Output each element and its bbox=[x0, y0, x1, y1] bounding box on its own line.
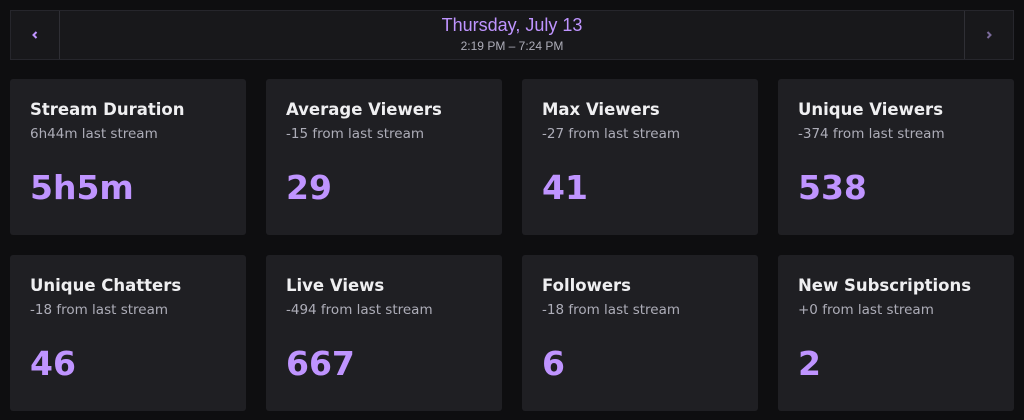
stat-subtitle: +0 from last stream bbox=[798, 302, 934, 318]
stat-subtitle: 6h44m last stream bbox=[30, 126, 158, 142]
date-bar: Thursday, July 13 2:19 PM – 7:24 PM bbox=[10, 10, 1014, 60]
stat-card: Followers -18 from last stream 6 bbox=[522, 255, 758, 411]
stat-subtitle: -18 from last stream bbox=[542, 302, 680, 318]
chevron-left bbox=[32, 31, 38, 39]
stat-title: Live Views bbox=[286, 276, 385, 295]
stat-card: Unique Chatters -18 from last stream 46 bbox=[10, 255, 246, 411]
stat-title: Unique Viewers bbox=[798, 100, 944, 119]
stat-subtitle: -27 from last stream bbox=[542, 126, 680, 142]
stat-card: Stream Duration 6h44m last stream 5h5m bbox=[10, 79, 246, 235]
stat-value: 6 bbox=[542, 344, 565, 383]
stat-title: Unique Chatters bbox=[30, 276, 182, 295]
stat-card: Live Views -494 from last stream 667 bbox=[266, 255, 502, 411]
stat-subtitle: -15 from last stream bbox=[286, 126, 424, 142]
stat-subtitle: -374 from last stream bbox=[798, 126, 945, 142]
stat-card: Unique Viewers -374 from last stream 538 bbox=[778, 79, 1014, 235]
date: Thursday, July 13 bbox=[441, 15, 583, 35]
time-range: 2:19 PM – 7:24 PM bbox=[460, 39, 564, 53]
stat-card: Average Viewers -15 from last stream 29 bbox=[266, 79, 502, 235]
stat-value: 5h5m bbox=[30, 168, 134, 207]
stat-value: 667 bbox=[286, 344, 355, 383]
next-button[interactable] bbox=[964, 11, 1013, 59]
stat-grid: Stream Duration 6h44m last stream 5h5m Aver… bbox=[10, 79, 1014, 411]
chevron-right bbox=[986, 31, 992, 39]
stat-value: 29 bbox=[286, 168, 332, 207]
stat-title: Max Viewers bbox=[542, 100, 660, 119]
stat-title: Followers bbox=[542, 276, 631, 295]
stat-card: Max Viewers -27 from last stream 41 bbox=[522, 79, 758, 235]
stat-title: Average Viewers bbox=[286, 100, 442, 119]
stat-subtitle: -494 from last stream bbox=[286, 302, 433, 318]
stat-value: 41 bbox=[542, 168, 588, 207]
stat-subtitle: -18 from last stream bbox=[30, 302, 168, 318]
stat-value: 2 bbox=[798, 344, 821, 383]
previous-button[interactable] bbox=[11, 11, 60, 59]
stat-value: 538 bbox=[798, 168, 867, 207]
stat-value: 46 bbox=[30, 344, 76, 383]
stat-card: New Subscriptions +0 from last stream 2 bbox=[778, 255, 1014, 411]
stat-title: Stream Duration bbox=[30, 100, 185, 119]
stat-title: New Subscriptions bbox=[798, 276, 972, 295]
